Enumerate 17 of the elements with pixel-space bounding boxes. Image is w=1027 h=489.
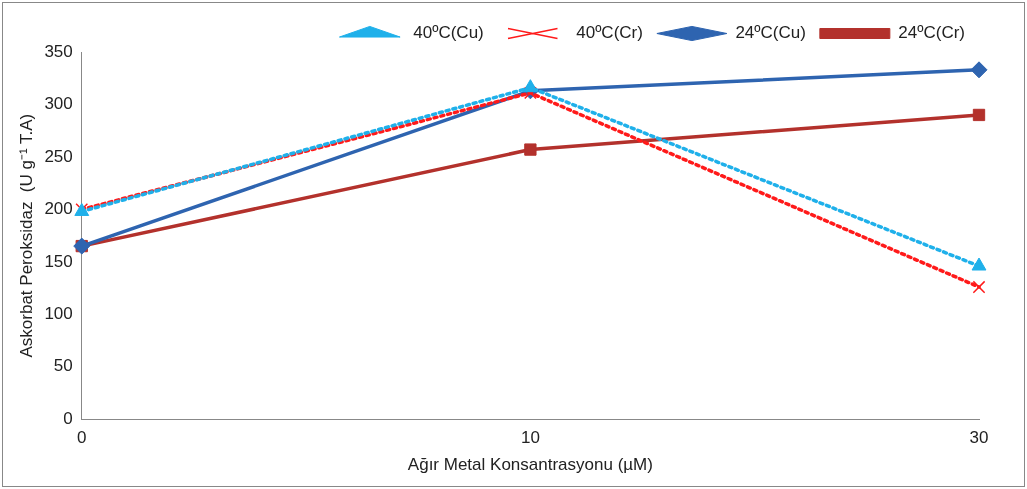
y-tick-label: 0 [63, 408, 73, 428]
legend-label: 40ºC(Cr) [576, 23, 643, 43]
y-tick-label: 300 [44, 94, 73, 114]
y-axis-title: Askorbat Peroksidaz (U g⁻¹ T.A) [16, 113, 36, 358]
legend-label: 40ºC(Cu) [413, 23, 484, 43]
y-tick-label: 200 [44, 199, 73, 219]
y-tick-label: 100 [44, 303, 73, 323]
y-tick-label: 350 [44, 41, 73, 61]
x-tick-label: 0 [77, 428, 87, 448]
y-tick-label: 50 [53, 356, 73, 376]
legend-label: 24ºC(Cr) [898, 23, 965, 43]
y-tick-label: 150 [44, 251, 73, 271]
legend-label: 24ºC(Cu) [735, 23, 806, 43]
x-tick-label: 10 [520, 428, 540, 448]
y-tick-label: 250 [44, 146, 73, 166]
x-axis-title: Ağır Metal Konsantrasyonu (µM) [407, 455, 653, 475]
x-tick-label: 30 [969, 428, 989, 448]
